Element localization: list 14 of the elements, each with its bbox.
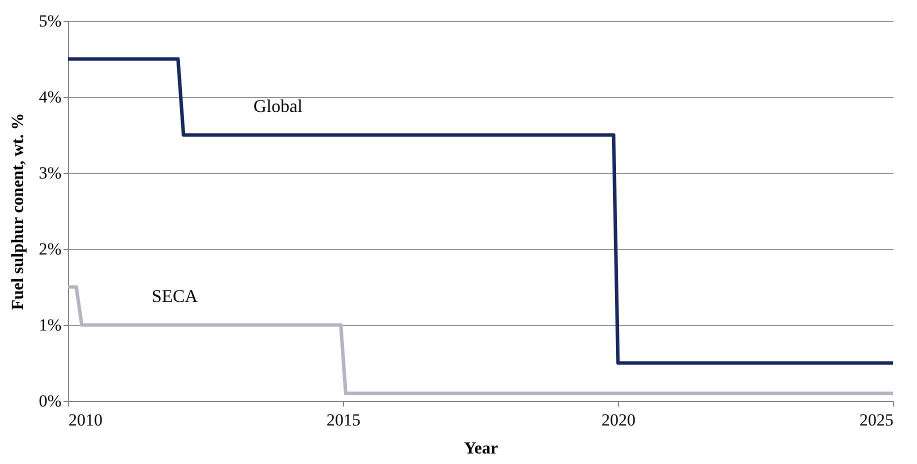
y-tick-label: 1% [38, 316, 62, 334]
y-tick-label: 2% [38, 240, 62, 258]
y-tick-label: 5% [38, 12, 62, 30]
series-label: SECA [152, 286, 198, 306]
x-tick-label: 2025 [860, 410, 894, 430]
y-tick-label: 4% [38, 88, 62, 106]
y-tick-label: 0% [38, 392, 62, 410]
y-axis-title: Fuel sulphur conent, wt. % [8, 112, 27, 310]
x-axis-title: Year [464, 438, 498, 458]
series-label: Global [254, 96, 302, 116]
y-tick-label: 3% [38, 164, 62, 182]
x-tick-label: 2015 [326, 410, 360, 430]
x-tick-label: 2020 [602, 410, 636, 430]
x-tick-label: 2010 [68, 410, 102, 430]
